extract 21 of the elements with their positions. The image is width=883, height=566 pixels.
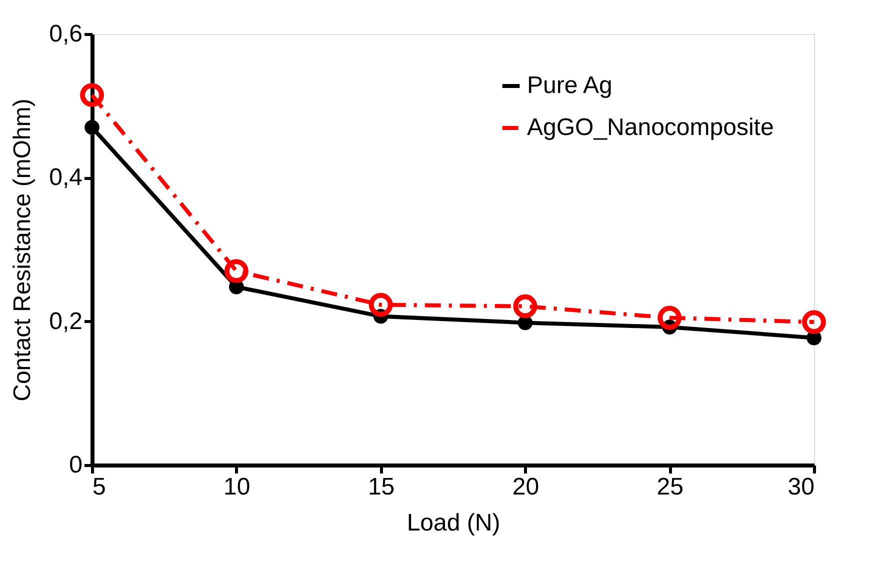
point	[224, 259, 248, 284]
y-axis-title: Contact Resistance (mOhm)	[9, 98, 36, 402]
point	[84, 120, 100, 135]
x-tick-label: 25	[656, 474, 684, 500]
legend-label: AgGO_Nanocomposite	[527, 114, 774, 141]
x-tick-label: 20	[512, 474, 540, 500]
x-tick-label: 5	[92, 474, 106, 500]
x-tick-label: 30	[788, 474, 814, 500]
point	[80, 83, 104, 108]
y-tick-label: 0,2	[49, 308, 82, 335]
x-axis-title: Load (N)	[406, 510, 500, 536]
y-tick-label: 0,4	[49, 164, 82, 192]
point	[658, 306, 682, 330]
point	[513, 294, 538, 318]
point	[368, 292, 393, 317]
y-tick-label: 0,6	[49, 20, 82, 48]
x-tick-label: 10	[224, 474, 250, 500]
x-tick-label: 15	[368, 474, 395, 500]
y-tick-label: 0	[69, 452, 82, 478]
legend-label: Pure Ag	[527, 72, 612, 99]
point	[802, 310, 826, 334]
